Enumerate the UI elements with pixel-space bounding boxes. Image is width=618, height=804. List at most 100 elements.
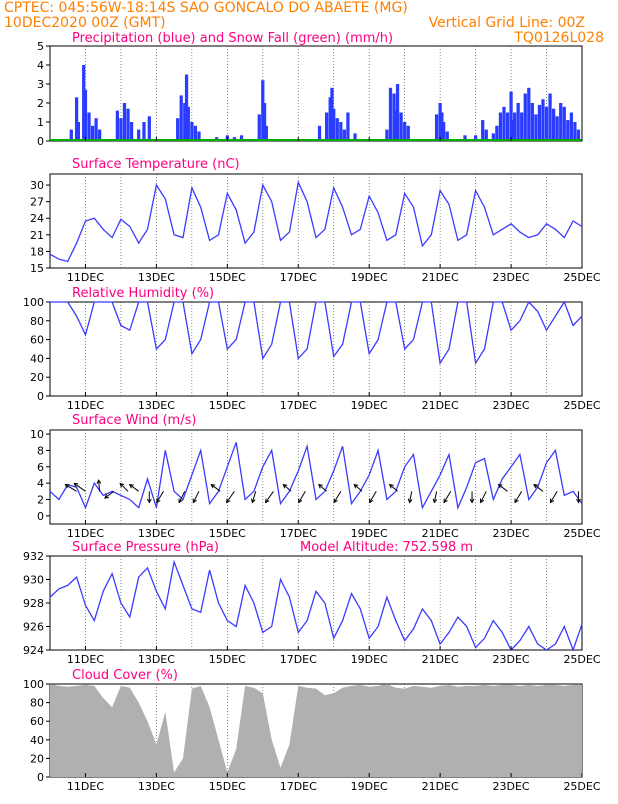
- x-tick-label-wind: 17DEC: [280, 527, 317, 540]
- x-tick-label-temp: 21DEC: [422, 271, 459, 284]
- wind-arrow-head: [479, 498, 485, 504]
- y-tick-label-precip: 3: [37, 78, 44, 91]
- precip-bar: [261, 80, 265, 141]
- y-tick-label-precip: 1: [37, 116, 44, 129]
- x-tick-label-temp: 13DEC: [138, 271, 175, 284]
- y-tick-label-precip: 0: [37, 135, 44, 148]
- panels-group: 0 1 2 3 4 5 Precipitation (blue) and Snow Fall…: [23, 31, 601, 793]
- precip-bar: [142, 122, 146, 141]
- precip-bar: [555, 116, 559, 141]
- panel-frame-rh: [49, 301, 583, 397]
- y-tick-label-pres: 932: [23, 550, 44, 563]
- x-tick-label-pres: 11DEC: [67, 653, 104, 666]
- panel-title-pres: Surface Pressure (hPa): [72, 540, 219, 555]
- precip-bar: [523, 93, 527, 141]
- wind-arrow: [178, 491, 186, 503]
- precip-bar: [520, 112, 524, 141]
- wind-arrow-head: [353, 483, 359, 489]
- wind-arrow-head: [96, 479, 102, 484]
- wind-arrow-head: [178, 498, 183, 504]
- x-tick-label-cloud: 13DEC: [138, 780, 175, 793]
- wind-arrow-head: [369, 498, 374, 504]
- wind-arrow-head: [298, 498, 303, 504]
- wind-arrow: [129, 484, 139, 492]
- wind-arrow: [98, 480, 101, 492]
- panel-frame-precip: [49, 45, 583, 142]
- precip-bar: [74, 97, 79, 141]
- wind-arrow-head: [265, 498, 270, 504]
- precip-bar: [516, 103, 520, 141]
- wind-arrow-head: [432, 498, 438, 504]
- wind-arrow-head: [333, 498, 338, 504]
- wind-arrow: [353, 484, 363, 492]
- wind-arrow-head: [443, 498, 448, 504]
- wind-arrow: [283, 484, 292, 492]
- precip-bar: [502, 106, 506, 141]
- y-tick-label-pres: 930: [23, 574, 44, 587]
- wind-arrow-head: [549, 498, 555, 504]
- wind-arrow-head: [156, 498, 161, 504]
- x-tick-label-wind: 25DEC: [563, 527, 600, 540]
- wind-arrow-head: [388, 483, 394, 489]
- precip-bar: [94, 118, 98, 141]
- series-line-wind: [49, 442, 583, 510]
- wind-arrow: [119, 483, 129, 492]
- series-line-temp: [49, 180, 583, 263]
- series-line-pres: [49, 559, 583, 652]
- precip-bar: [559, 103, 563, 141]
- panel-frame-wind: [49, 429, 583, 525]
- precip-bar: [197, 131, 201, 141]
- x-tick-label-temp: 15DEC: [209, 271, 246, 284]
- precip-bar: [403, 122, 407, 141]
- precip-bar: [385, 129, 389, 141]
- y-tick-label-rh: 20: [30, 371, 44, 384]
- y-tick-label-temp: 27: [30, 196, 44, 209]
- x-tick-label-temp: 17DEC: [280, 271, 317, 284]
- wind-arrow: [104, 490, 115, 499]
- precip-bar: [257, 114, 261, 141]
- precip-bar: [332, 108, 336, 141]
- precip-bar: [317, 125, 322, 141]
- precip-bar: [509, 91, 513, 141]
- precip-bar: [534, 114, 538, 141]
- x-tick-label-rh: 11DEC: [67, 399, 104, 412]
- precip-bar: [544, 106, 549, 141]
- wind-arrow: [251, 491, 257, 503]
- precip-bar: [69, 129, 73, 141]
- wind-arrow-head: [576, 498, 581, 504]
- wind-arrow-head: [210, 483, 216, 489]
- precip-bar: [442, 122, 446, 141]
- precip-bar: [505, 112, 510, 141]
- precip-bar: [566, 120, 570, 141]
- grid-note: Vertical Grid Line: 00Z: [429, 15, 585, 31]
- wind-arrow: [480, 491, 487, 503]
- panel-frame-pres: [49, 555, 583, 651]
- wind-arrow: [298, 491, 306, 503]
- precip-bar: [576, 129, 581, 141]
- x-tick-label-temp: 19DEC: [351, 271, 388, 284]
- x-tick-label-rh: 15DEC: [209, 399, 246, 412]
- precip-bar: [473, 135, 478, 141]
- precip-bar: [179, 95, 183, 141]
- wind-arrow-head: [533, 483, 539, 489]
- precip-bar: [239, 135, 244, 141]
- panel-title-rh: Relative Humidity (%): [72, 286, 214, 301]
- precip-bar: [463, 135, 467, 141]
- y-tick-label-temp: 30: [30, 179, 44, 192]
- x-tick-label-cloud: 11DEC: [67, 780, 104, 793]
- wind-arrow: [514, 491, 523, 503]
- precip-bar: [434, 114, 439, 141]
- wind-arrow-head: [146, 498, 152, 504]
- y-tick-label-cloud: 20: [30, 752, 44, 765]
- wind-arrow: [210, 484, 221, 492]
- wind-arrow: [433, 491, 438, 503]
- wind-arrow: [265, 491, 274, 503]
- x-tick-label-rh: 21DEC: [422, 399, 459, 412]
- panel-title-wind: Surface Wind (m/s): [72, 413, 196, 428]
- y-tick-label-rh: 100: [23, 296, 44, 309]
- precip-bar: [511, 120, 515, 141]
- precip-bar: [129, 122, 134, 141]
- y-tick-label-rh: 80: [30, 315, 44, 328]
- precip-bar: [548, 93, 552, 141]
- precip-bar: [328, 97, 332, 141]
